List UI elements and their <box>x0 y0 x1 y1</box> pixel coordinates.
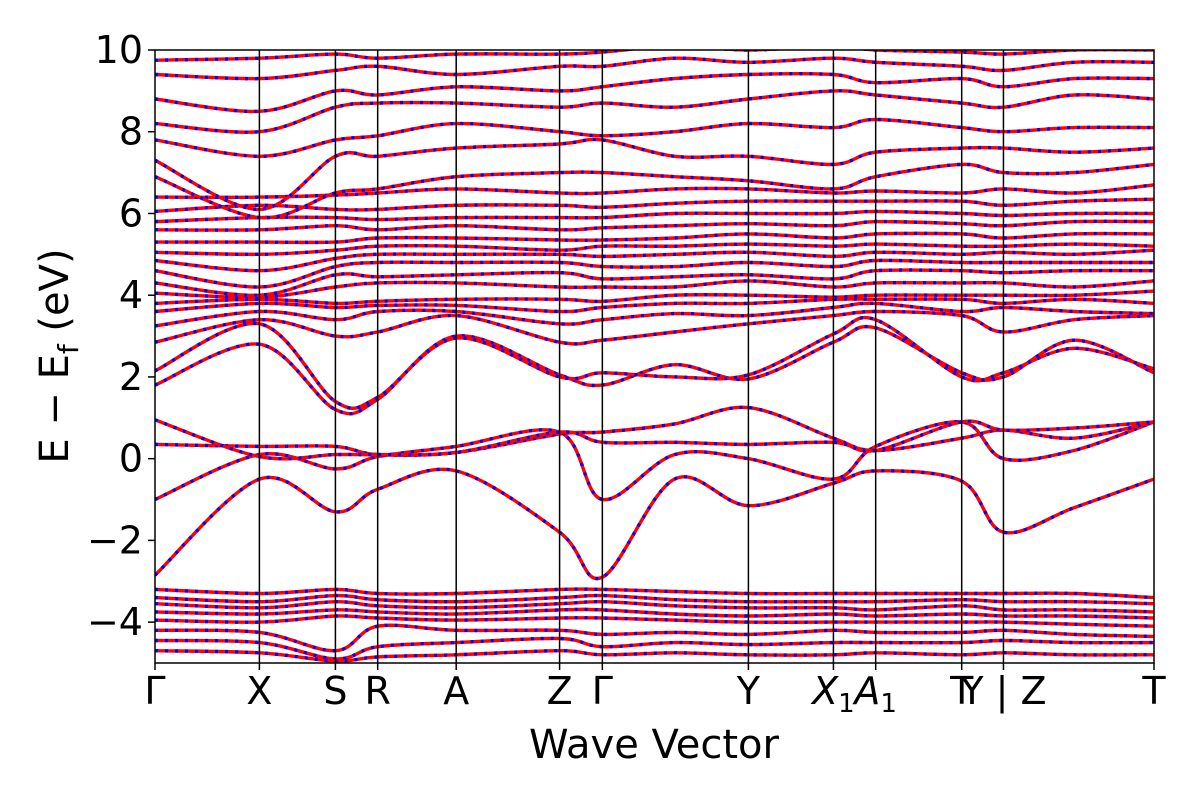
band-line-blue-29 <box>155 599 1154 614</box>
x-tick-label-7: Y <box>736 669 761 713</box>
band-line-red-7 <box>155 301 1154 328</box>
band-line-red-30 <box>155 607 1154 620</box>
y-tick-label-1: −2 <box>87 518 143 562</box>
band-line-red-31 <box>155 614 1154 628</box>
band-line-red-17 <box>155 209 1154 224</box>
y-tick-label-7: 10 <box>95 28 143 72</box>
band-line-blue-32 <box>155 623 1154 653</box>
band-line-blue-18 <box>155 197 1154 214</box>
x-tick-label-6: Γ <box>592 669 613 713</box>
band-line-blue-12 <box>155 258 1154 289</box>
y-ticks: −4 −2 0 2 4 6 8 10 <box>87 28 155 644</box>
plot-frame <box>154 49 1155 664</box>
x-axis-label: Wave Vector <box>529 722 780 768</box>
band-line-blue-11 <box>155 268 1154 297</box>
y-tick-label-4: 4 <box>119 273 143 317</box>
y-axis-label-main: E − E <box>32 354 78 464</box>
x-tick-label-1: X <box>246 669 272 713</box>
x-tick-label-9: A1 <box>851 669 897 719</box>
band-line-blue-9 <box>155 289 1154 306</box>
y-tick-label-3: 2 <box>119 355 143 399</box>
band-line-blue-28 <box>155 593 1154 606</box>
kpoint-lines <box>258 50 1005 663</box>
band-line-red-33 <box>155 636 1154 661</box>
x-tick-label-4: A <box>443 669 469 713</box>
band-line-blue-0 <box>155 467 1154 581</box>
x-tick-label-5: Z <box>547 669 573 713</box>
x-tick-label-12: T <box>1141 669 1166 713</box>
band-line-blue-25 <box>155 56 1154 81</box>
y-tick-label-6: 8 <box>119 110 143 154</box>
band-line-red-15 <box>155 231 1154 245</box>
x-tick-label-11: Y | Z <box>959 669 1046 714</box>
band-line-blue-8 <box>155 297 1154 314</box>
x-tick-label-0: Γ <box>144 669 165 713</box>
band-line-blue-3 <box>155 418 1154 461</box>
band-line-blue-23 <box>155 89 1154 134</box>
band-line-blue-34 <box>155 648 1154 663</box>
band-line-blue-22 <box>155 117 1154 159</box>
band-line-red-19 <box>155 183 1154 199</box>
x-tick-label-8: X1 <box>810 669 855 719</box>
x-tick-label-10: T <box>949 669 974 713</box>
band-line-blue-20 <box>155 162 1154 220</box>
band-line-blue-27 <box>155 587 1154 600</box>
y-axis-label-subscript: f <box>52 343 85 354</box>
band-line-blue-14 <box>155 242 1154 257</box>
x-tick-label-3: R <box>364 669 390 713</box>
y-axis-label: E − Ef (eV) <box>32 248 85 463</box>
band-line-blue-16 <box>155 219 1154 232</box>
bands-layer <box>155 50 1154 663</box>
band-line-blue-2 <box>155 405 1154 457</box>
band-line-blue-10 <box>155 279 1154 300</box>
band-line-blue-1 <box>155 420 1154 502</box>
y-tick-label-2: 0 <box>119 437 143 481</box>
y-axis-label-unit: (eV) <box>32 248 78 344</box>
y-tick-label-0: −4 <box>87 600 143 644</box>
y-tick-label-5: 6 <box>119 191 143 235</box>
band-line-blue-13 <box>155 248 1154 273</box>
band-line-blue-24 <box>155 72 1154 114</box>
band-line-red-26 <box>155 50 1154 62</box>
x-tick-label-2: S <box>323 669 347 713</box>
band-line-blue-6 <box>155 309 1154 346</box>
